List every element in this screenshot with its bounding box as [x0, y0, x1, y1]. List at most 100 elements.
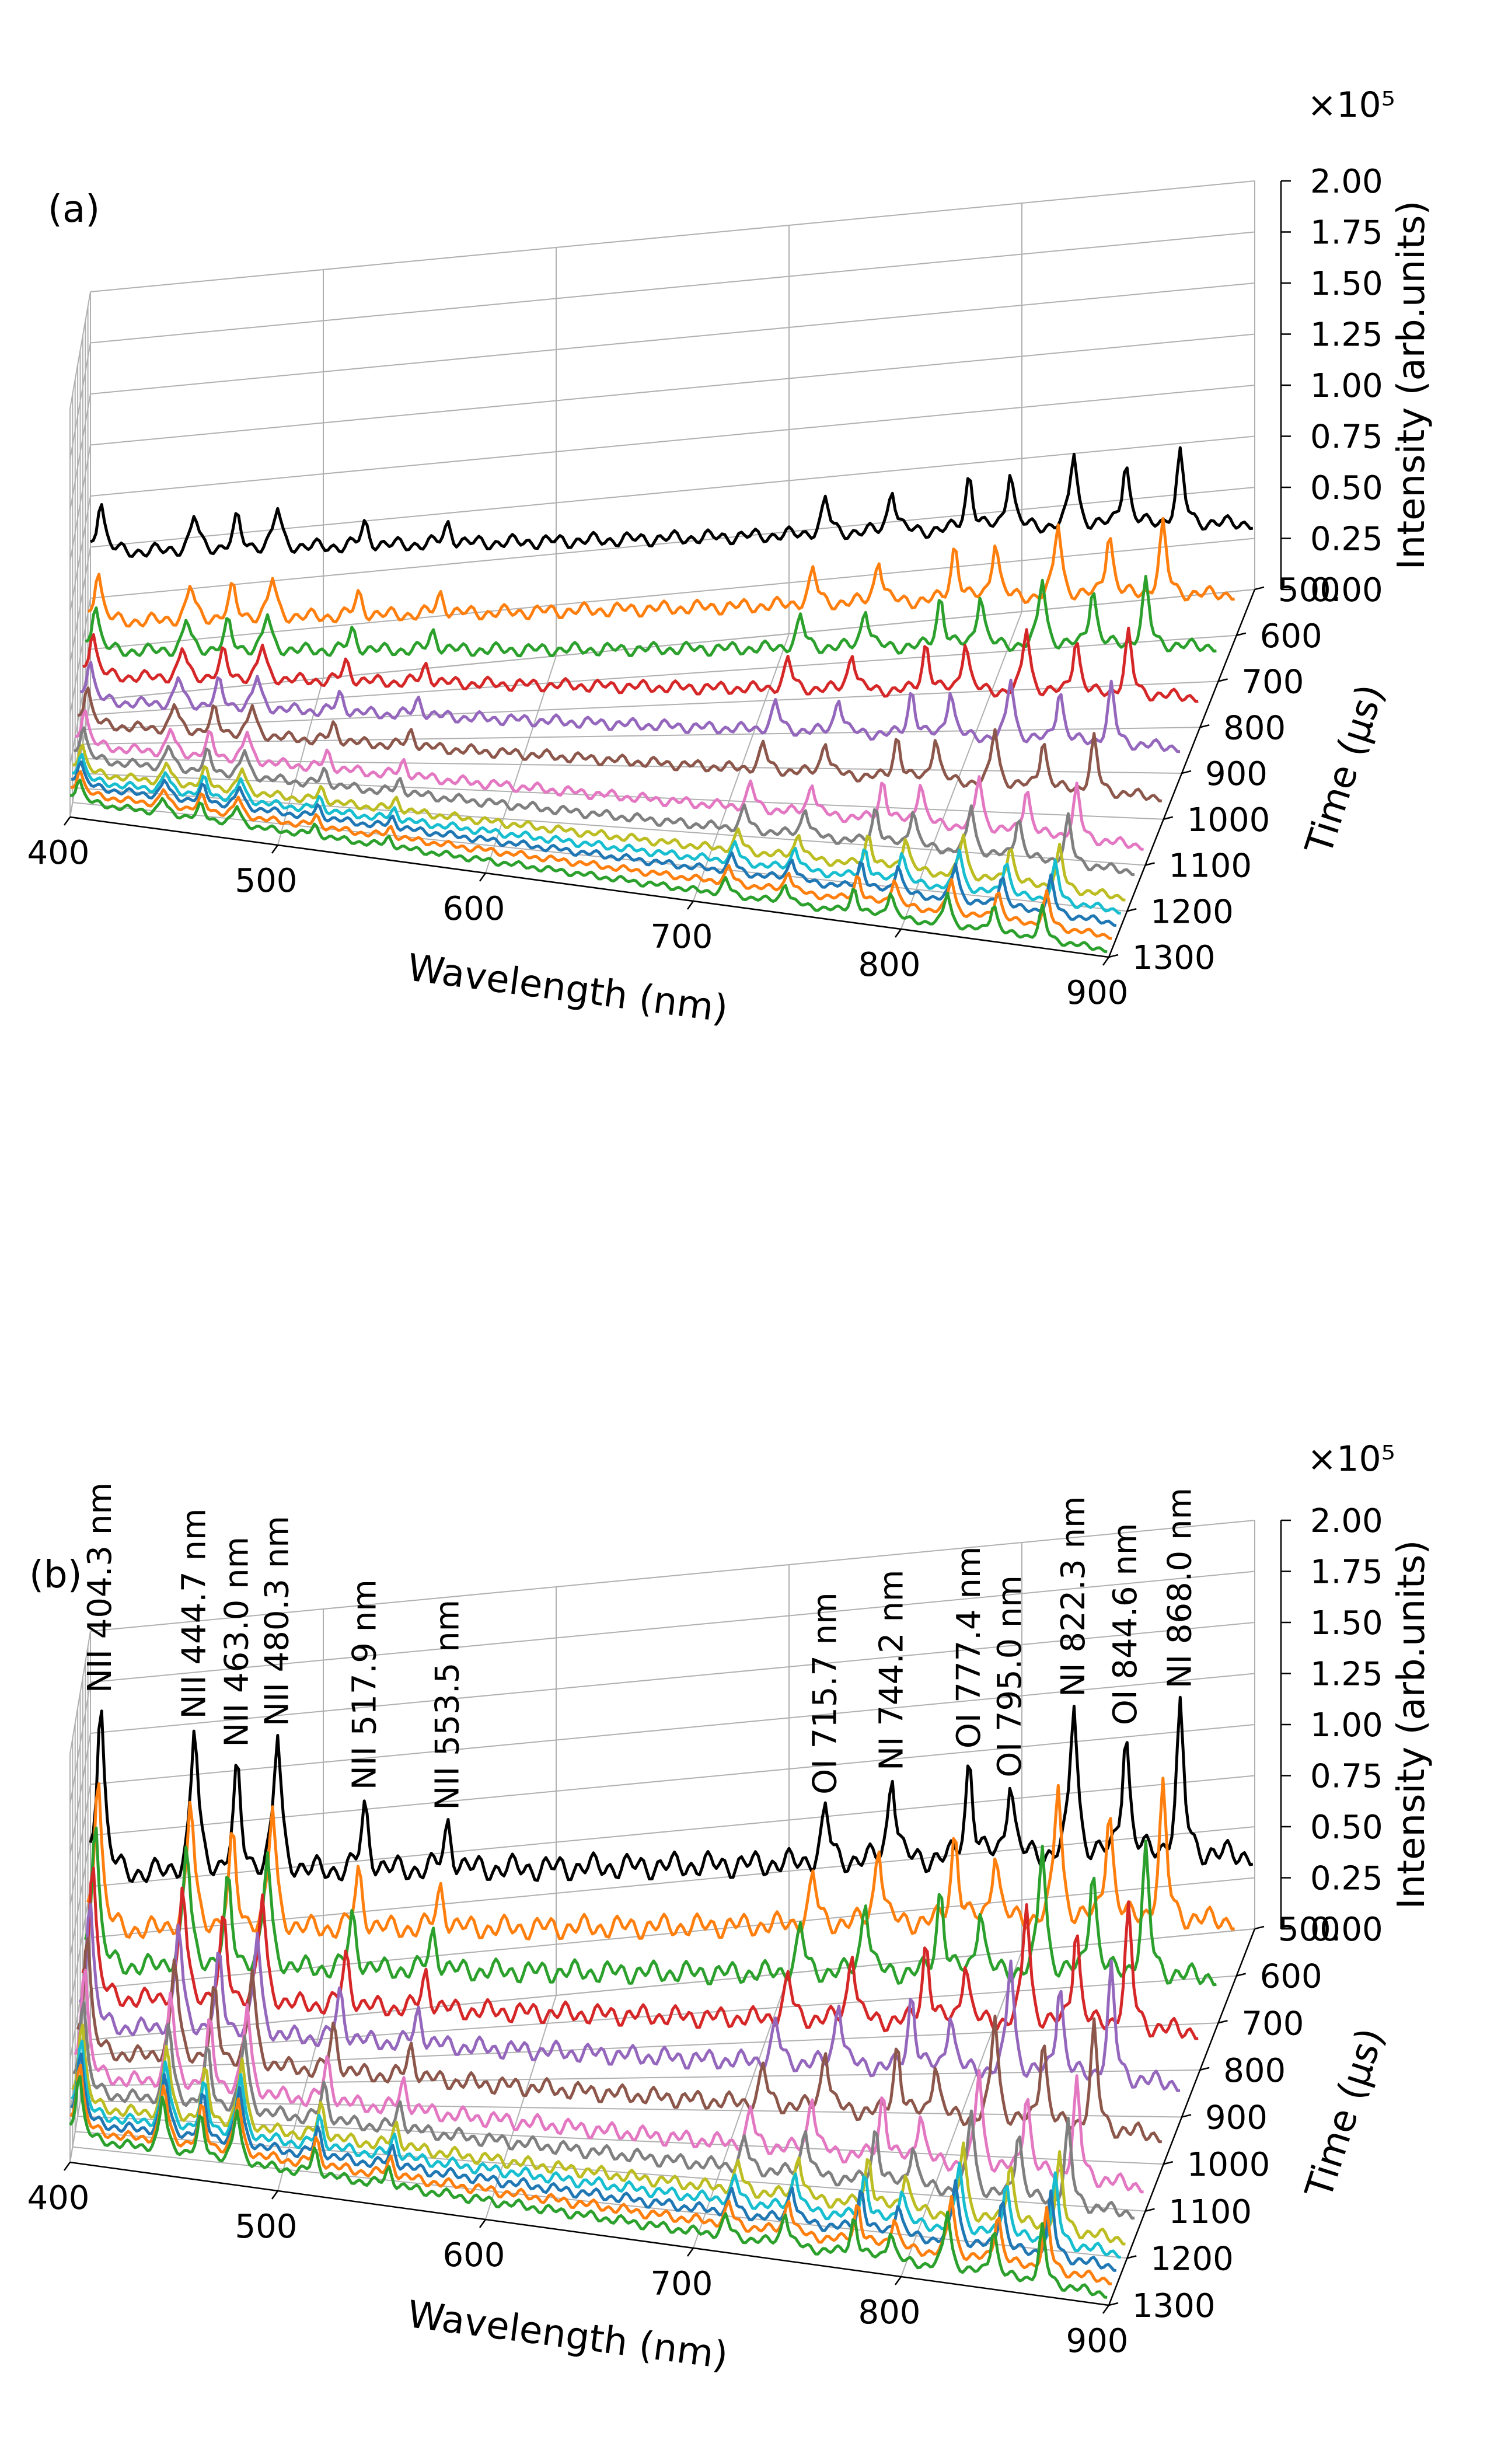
grid-line-back-horizontal — [90, 1673, 1255, 1785]
y-tick-mark — [1163, 2161, 1174, 2165]
peak-annotation: NII 463.0 nm — [218, 1537, 256, 1747]
x-tick-mark — [894, 2276, 902, 2285]
x-tick-mark — [479, 872, 487, 882]
grid-line-floor-y — [90, 1928, 1255, 2040]
grid-line-back-horizontal — [90, 538, 1255, 650]
z-multiplier: ×10⁵ — [1307, 1439, 1395, 1479]
y-tick-label: 1200 — [1150, 2240, 1234, 2278]
x-tick-label: 500 — [235, 862, 298, 900]
y-tick-mark — [1163, 816, 1174, 820]
y-tick-label: 1100 — [1169, 2193, 1252, 2231]
x-tick-mark — [894, 929, 902, 938]
y-tick-label: 900 — [1205, 2099, 1268, 2137]
x-tick-label: 600 — [443, 890, 505, 928]
y-tick-mark — [1254, 586, 1265, 591]
z-tick-label: 0.75 — [1310, 1758, 1383, 1796]
grid-line-back-horizontal — [90, 385, 1255, 497]
z-tick-label: 1.50 — [1310, 1604, 1383, 1642]
grid-line-floor-y — [82, 2069, 1200, 2086]
y-tick-label: 1000 — [1187, 801, 1270, 839]
y-tick-label: 900 — [1205, 755, 1268, 793]
grid-line-back-horizontal — [90, 1570, 1255, 1683]
grid-line-back-horizontal — [90, 1520, 1255, 1632]
z-tick-label: 2.00 — [1310, 1502, 1383, 1540]
z-tick-label: 0.50 — [1310, 469, 1383, 507]
grid-line-floor-y — [72, 802, 1128, 912]
x-tick-mark — [479, 2219, 487, 2228]
x-tick-label: 600 — [443, 2236, 505, 2274]
y-tick-mark — [1218, 678, 1228, 682]
x-tick-label: 400 — [27, 834, 90, 872]
x-tick-label: 800 — [858, 946, 921, 984]
x-axis-line — [69, 2161, 1109, 2306]
z-multiplier: ×10⁵ — [1307, 85, 1395, 125]
x-tick-mark — [271, 2190, 279, 2200]
peak-annotation: NI 744.2 nm — [872, 1569, 910, 1770]
series-line-1200 — [72, 743, 1126, 902]
y-tick-mark — [1236, 1973, 1247, 1977]
peak-annotation: OI 715.7 nm — [807, 1592, 844, 1795]
y-tick-label: 600 — [1260, 1958, 1322, 1996]
series-line-1300 — [69, 779, 1108, 954]
y-tick-label: 500 — [1278, 571, 1341, 609]
z-tick-label: 0.00 — [1310, 571, 1383, 609]
panel-label: (b) — [29, 1554, 82, 1597]
y-tick-label: 800 — [1223, 2052, 1286, 2090]
series-line-800 — [82, 626, 1199, 703]
y-tick-mark — [1108, 954, 1119, 958]
grid-line-floor-y — [72, 2146, 1128, 2259]
grid-line-back-horizontal — [90, 1775, 1255, 1887]
y-tick-mark — [1181, 2114, 1192, 2118]
peak-annotation: OI 795.0 nm — [991, 1575, 1029, 1778]
series-line-1100 — [75, 709, 1144, 851]
y-tick-mark — [1236, 632, 1247, 636]
z-tick-label: 0.25 — [1310, 1860, 1383, 1898]
x-axis-label: Wavelength (nm) — [405, 946, 731, 1031]
y-tick-mark — [1145, 862, 1155, 866]
series-line-1275 — [70, 770, 1112, 940]
x-axis-line — [69, 816, 1109, 958]
grid-line-back-horizontal — [90, 231, 1255, 344]
z-tick-label: 0.25 — [1310, 521, 1383, 559]
x-tick-label: 700 — [651, 2265, 713, 2303]
series-line-1300 — [68, 2075, 1108, 2299]
x-tick-mark — [686, 901, 694, 910]
x-tick-label: 900 — [1066, 974, 1129, 1012]
grid-line-back-horizontal — [90, 1622, 1255, 1734]
z-tick-label: 0.00 — [1310, 1911, 1383, 1949]
peak-annotation: OI 844.6 nm — [1106, 1523, 1144, 1726]
y-axis-label: Time (μs) — [1297, 679, 1393, 860]
peak-annotation: NII 444.7 nm — [175, 1508, 213, 1719]
series-line-1100 — [74, 1969, 1144, 2194]
y-tick-mark — [1218, 2020, 1228, 2024]
x-tick-mark — [686, 2247, 694, 2257]
x-tick-mark — [1102, 2305, 1110, 2314]
panel-label: (a) — [48, 188, 100, 231]
series-line-1275 — [69, 2064, 1112, 2285]
z-tick-label: 1.00 — [1310, 1706, 1383, 1744]
y-tick-mark — [1181, 770, 1192, 774]
peak-annotation: NI 822.3 nm — [1055, 1496, 1092, 1697]
x-tick-label: 400 — [27, 2179, 90, 2217]
x-tick-mark — [271, 844, 279, 854]
z-axis-label: Intensity (arb.units) — [1390, 201, 1433, 570]
grid-line-back-horizontal — [90, 333, 1255, 446]
z-tick-label: 1.25 — [1310, 1656, 1383, 1694]
series-line-800 — [81, 1866, 1199, 2040]
x-tick-label: 800 — [858, 2294, 921, 2332]
series-line-1000 — [76, 1936, 1162, 2144]
y-tick-label: 500 — [1278, 1911, 1341, 1949]
peak-annotation: NII 404.3 nm — [81, 1482, 119, 1693]
peak-annotation: NII 517.9 nm — [345, 1579, 383, 1790]
series-line-1225 — [72, 753, 1121, 915]
y-axis-label: Time (μs) — [1297, 2023, 1393, 2204]
series-line-1250 — [71, 760, 1116, 927]
x-tick-mark — [63, 816, 71, 826]
y-tick-mark — [1145, 2208, 1155, 2212]
z-tick-label: 1.00 — [1310, 367, 1383, 405]
y-tick-mark — [1126, 2255, 1137, 2259]
y-tick-label: 1300 — [1132, 2287, 1216, 2325]
peak-annotation: OI 777.4 nm — [950, 1547, 988, 1749]
x-tick-label: 700 — [651, 918, 713, 956]
